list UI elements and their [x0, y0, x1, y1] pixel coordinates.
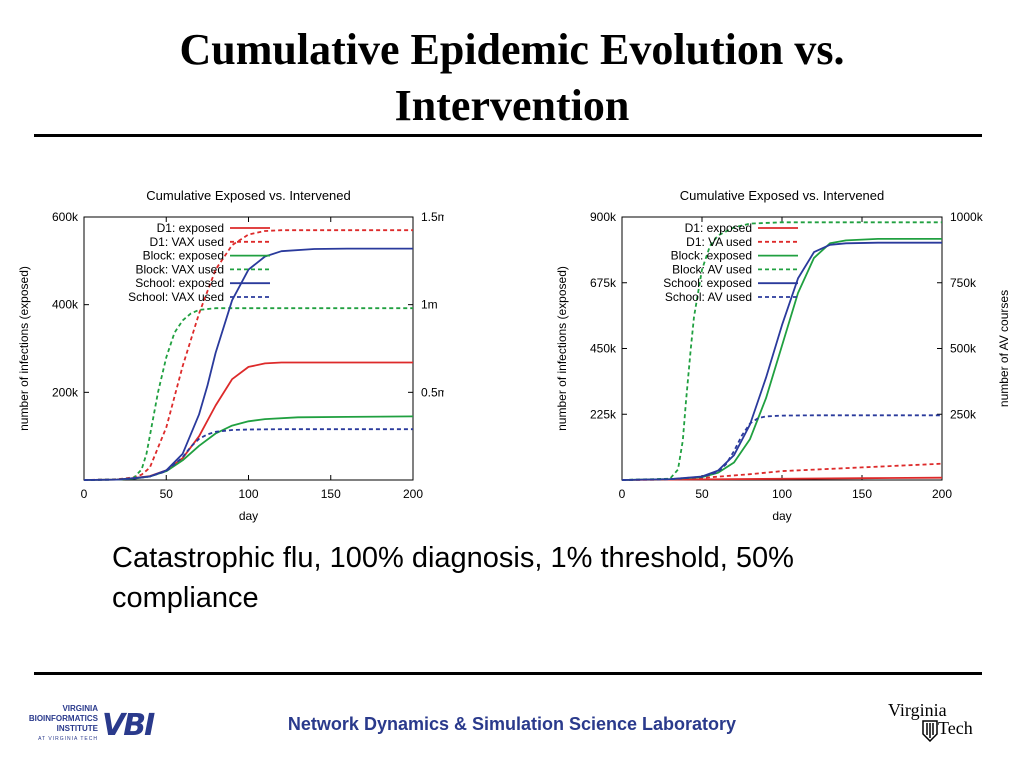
right-chart-legend-label: D1: exposed [685, 221, 752, 235]
left-chart-ytick-label: 200k [52, 385, 79, 399]
vbi-logo-subtext: AT VIRGINIA TECH [38, 736, 98, 742]
vbi-logo: VIRGINIA BIOINFORMATICS INSTITUTE AT VIR… [24, 704, 174, 746]
left-chart-xtick-label: 100 [238, 487, 258, 501]
right-chart-ytick-label: 900k [590, 210, 617, 224]
right-chart-ytick-label: 675k [590, 276, 617, 290]
right-chart-ytick-label: 450k [590, 342, 617, 356]
vbi-logo-text: VIRGINIA BIOINFORMATICS INSTITUTE [24, 704, 98, 734]
right-chart-legend-label: School: exposed [663, 276, 752, 290]
slide-title-line1: Cumulative Epidemic Evolution vs. [179, 25, 845, 74]
left-chart-ylabel: number of infections (exposed) [17, 266, 31, 431]
bottom-divider [34, 672, 982, 675]
right-chart-legend-label: Block: exposed [671, 249, 752, 263]
left-chart-xtick-label: 150 [321, 487, 341, 501]
vbi-logo-line3: INSTITUTE [56, 724, 98, 733]
left-chart-legend-label: D1: VAX used [150, 235, 224, 249]
left-chart-title: Cumulative Exposed vs. Intervened [146, 188, 351, 203]
top-divider [34, 134, 982, 137]
vbi-logo-line1: VIRGINIA [62, 704, 98, 713]
left-chart-y2tick-label: 0.5m [421, 385, 444, 399]
right-chart-series-line-2 [621, 462, 943, 481]
vt-logo-line1: Virginia [888, 700, 947, 720]
left-chart-legend-label: Block: VAX used [136, 262, 225, 276]
caption: Catastrophic flu, 100% diagnosis, 1% thr… [112, 538, 932, 618]
right-chart-xtick-label: 100 [772, 487, 792, 501]
right-chart-series-line-4 [621, 221, 942, 481]
right-chart-series-line-3 [621, 238, 942, 481]
left-chart-legend-label: Block: exposed [143, 249, 224, 263]
left-chart-xtick-label: 50 [160, 487, 174, 501]
right-chart-xtick-label: 0 [619, 487, 626, 501]
left-chart-series-line-6 [83, 428, 413, 481]
left-chart-xlabel: day [239, 509, 258, 523]
vbi-logo-mark: VBI [102, 708, 172, 743]
right-chart-series-line-6 [621, 414, 942, 481]
left-chart-y2tick-label: 1.5m [421, 210, 444, 224]
right-chart-series-line-5 [621, 241, 942, 481]
right-chart-xlabel: day [772, 509, 791, 523]
right-chart-legend-label: School: AV used [665, 290, 752, 304]
left-chart-xtick-label: 0 [81, 487, 88, 501]
left-chart-legend-label: D1: exposed [157, 221, 224, 235]
vt-logo-line2: Tech [938, 718, 973, 738]
right-chart-xtick-label: 50 [695, 487, 709, 501]
right-chart-xtick-label: 200 [932, 487, 952, 501]
vbi-logo-line2: BIOINFORMATICS [28, 714, 98, 723]
right-chart-y2tick-label: 750k [950, 276, 977, 290]
caption-line1: Catastrophic flu, 100% diagnosis, 1% thr… [112, 542, 794, 574]
right-chart-xtick-label: 150 [852, 487, 872, 501]
left-chart-y2tick-label: 1m [421, 298, 438, 312]
right-chart-legend-label: D1: VA used [686, 235, 752, 249]
left-chart-ytick-label: 400k [52, 298, 79, 312]
slide-title-line2: Intervention [394, 81, 630, 130]
chart-left: Cumulative Exposed vs. Intervened 0 50 100 1… [17, 188, 444, 523]
right-chart-y2tick-label: 250k [950, 407, 977, 421]
caption-line2: compliance [112, 582, 259, 614]
footer-lab-name: Network Dynamics & Simulation Science La… [287, 714, 737, 734]
vbi-logo-mark-text: VBI [102, 708, 155, 743]
left-chart-series-line-4 [83, 307, 413, 481]
left-chart-series-line-3 [83, 415, 414, 481]
chart-right: Cumulative Exposed vs. Intervened 0 50 100 1… [555, 188, 1011, 523]
slide-title: Cumulative Epidemic Evolution vs. Interv… [0, 22, 1024, 134]
right-chart-ylabel: number of infections (exposed) [555, 266, 569, 431]
left-chart-xtick-label: 200 [403, 487, 423, 501]
right-chart-ytick-label: 225k [590, 407, 617, 421]
right-chart-y2tick-label: 500k [950, 342, 977, 356]
right-chart-y2tick-label: 1000k [950, 210, 984, 224]
left-chart-legend-label: School: VAX used [128, 290, 224, 304]
vt-shield-icon [922, 720, 938, 742]
left-chart-series-line-2 [83, 229, 413, 481]
right-chart-title: Cumulative Exposed vs. Intervened [680, 188, 885, 203]
right-chart-legend-label: Block: AV used [672, 262, 752, 276]
left-chart-ytick-label: 600k [52, 210, 79, 224]
right-chart-y2label: number of AV courses [997, 290, 1011, 407]
virginia-tech-logo: Virginia Tech [884, 700, 994, 754]
left-chart-legend-label: School: exposed [135, 276, 224, 290]
